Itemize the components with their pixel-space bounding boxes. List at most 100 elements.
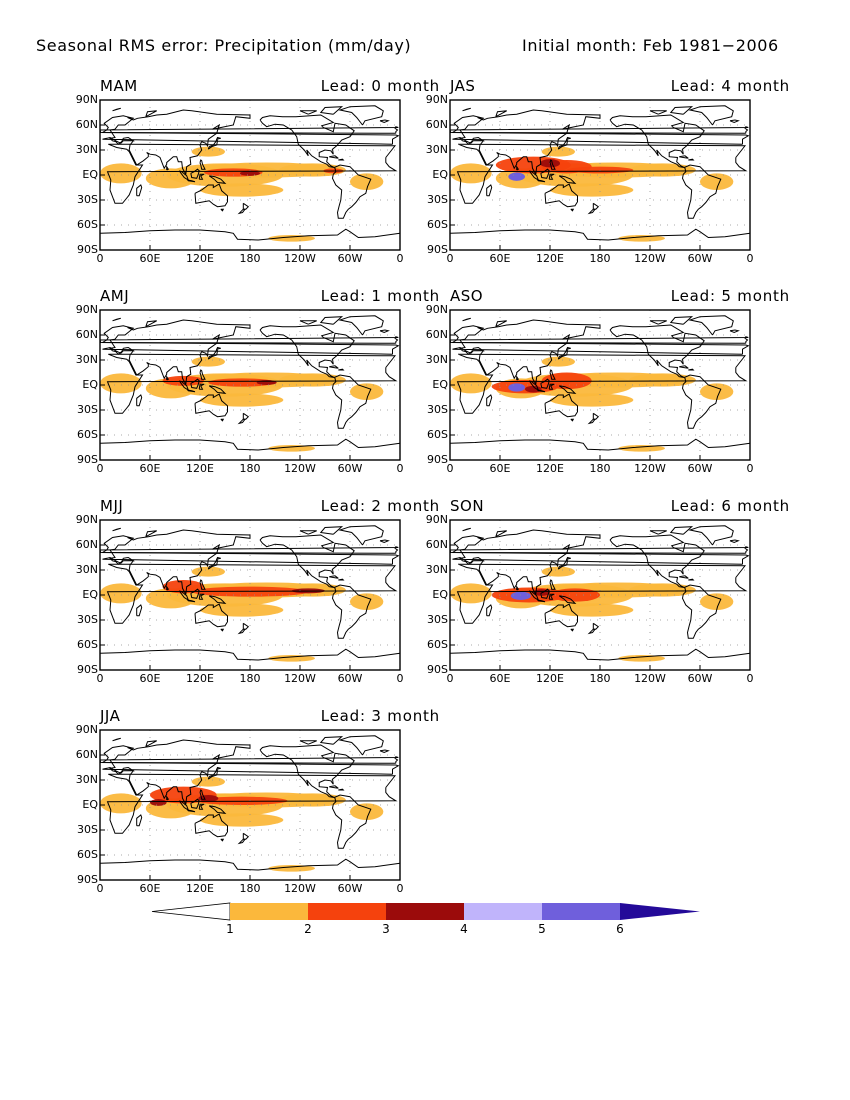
coastline <box>178 590 190 602</box>
coastline <box>477 319 601 386</box>
map-panel-aso: ASO Lead: 5 month 90N 60N 30N EQ 30S 60S 90S 0 6… <box>426 287 806 487</box>
coastline <box>319 106 344 115</box>
lat-tick-label: EQ <box>82 798 98 811</box>
antarctica-coastline <box>100 228 400 241</box>
coastline <box>516 374 520 381</box>
lon-tick-label: 180 <box>239 882 261 895</box>
coastline <box>259 114 355 168</box>
lat-tick-label: 60N <box>75 538 98 551</box>
coastline <box>486 184 493 197</box>
lat-tick-label: 30S <box>77 823 98 836</box>
coastline <box>379 119 390 124</box>
coastline <box>544 393 578 418</box>
error-contour-fill <box>100 163 142 184</box>
error-contour-fill <box>508 172 525 181</box>
error-contour-fill <box>618 235 665 242</box>
coastline <box>338 578 345 581</box>
lon-tick-label: 180 <box>589 462 611 475</box>
lat-tick-label: 90S <box>427 243 448 256</box>
lon-tick-label: 0 <box>446 672 454 685</box>
colorbar-label: 5 <box>538 922 546 936</box>
map-panel-amj: AMJ Lead: 1 month 90N 60N 30N EQ 30S 60S 90S 0 6… <box>76 287 456 487</box>
coastline <box>145 110 157 118</box>
lat-tick-label: 30N <box>425 563 448 576</box>
colorbar-segment <box>308 903 386 920</box>
coastline <box>495 110 507 118</box>
coastline <box>242 622 250 630</box>
coastline <box>194 813 228 838</box>
coastline <box>669 106 694 115</box>
coastline <box>237 208 247 215</box>
coastline <box>127 319 251 386</box>
lat-tick-label: 90N <box>425 303 448 316</box>
precip-error-map <box>99 309 401 461</box>
lat-tick-label: EQ <box>82 168 98 181</box>
lat-tick-label: 60S <box>77 638 98 651</box>
coastline <box>237 418 247 425</box>
coastline <box>145 740 157 748</box>
precip-error-map <box>99 99 401 251</box>
coastline <box>329 365 339 369</box>
coastline <box>587 208 597 215</box>
coastline <box>127 529 251 596</box>
lon-tick-label: 60W <box>337 672 363 685</box>
coastline <box>456 353 748 414</box>
error-contour-fill <box>550 603 634 617</box>
coastline <box>190 378 200 389</box>
antarctica-coastline <box>100 858 400 871</box>
lon-tick-label: 120W <box>634 462 666 475</box>
lon-tick-label: 120W <box>284 672 316 685</box>
lat-tick-label: 30S <box>77 403 98 416</box>
coastline <box>199 159 206 170</box>
coastline <box>106 563 398 624</box>
lat-tick-label: 30N <box>425 353 448 366</box>
lon-tick-label: 180 <box>239 252 261 265</box>
lon-tick-label: 60W <box>687 672 713 685</box>
coastline <box>207 766 221 780</box>
coastline <box>548 173 555 180</box>
lat-tick-label: 60S <box>77 848 98 861</box>
lon-tick-label: 60E <box>139 672 161 685</box>
coastline <box>198 803 205 810</box>
initial-month-label: Initial month: Feb 1981−2006 <box>522 36 779 55</box>
lat-tick-label: 90S <box>427 663 448 676</box>
coastline <box>194 603 228 628</box>
coastline <box>112 107 121 112</box>
coastline <box>220 208 225 212</box>
panel-season-label: AMJ <box>100 287 130 305</box>
coastline <box>548 383 555 390</box>
coastline <box>106 353 398 414</box>
coastline <box>456 563 748 624</box>
coastline <box>548 593 555 600</box>
antarctica-coastline <box>450 438 750 451</box>
panel-season-label: JJA <box>100 707 121 725</box>
figure-title: Seasonal RMS error: Precipitation (mm/da… <box>36 36 412 55</box>
coastline <box>609 114 705 168</box>
lat-tick-label: 30N <box>425 143 448 156</box>
coastline <box>178 380 190 392</box>
coastline <box>299 530 317 535</box>
coastline <box>587 418 597 425</box>
lon-tick-label: 60E <box>489 252 511 265</box>
coastline <box>331 584 372 639</box>
error-contour-fill <box>268 655 315 662</box>
lat-tick-label: 60N <box>425 328 448 341</box>
coastline <box>540 378 550 389</box>
coastline <box>338 788 345 791</box>
lon-tick-label: 120W <box>284 882 316 895</box>
coastline <box>549 579 556 590</box>
coastline <box>688 158 695 161</box>
lat-tick-label: 60N <box>75 748 98 761</box>
coastline <box>220 838 225 842</box>
lat-tick-label: 90S <box>77 663 98 676</box>
lat-tick-label: 90N <box>75 303 98 316</box>
lon-tick-label: 60E <box>139 252 161 265</box>
precip-error-map <box>99 519 401 671</box>
error-contour-fill <box>100 373 142 394</box>
error-contour-fill <box>100 583 142 604</box>
error-contour-fill <box>200 183 284 197</box>
coastline <box>338 368 345 371</box>
coastline <box>462 527 471 532</box>
antarctica-coastline <box>450 648 750 661</box>
